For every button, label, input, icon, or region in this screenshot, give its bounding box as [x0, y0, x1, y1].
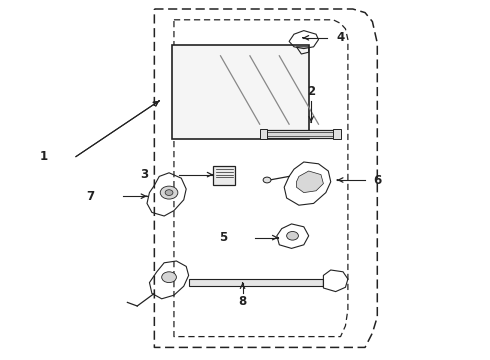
Bar — [333, 129, 341, 139]
Bar — [213, 166, 235, 185]
Circle shape — [287, 231, 298, 240]
Text: 6: 6 — [373, 174, 381, 186]
Text: 1: 1 — [40, 150, 48, 163]
Circle shape — [263, 177, 271, 183]
Circle shape — [165, 190, 173, 195]
Bar — [189, 279, 323, 286]
Text: 2: 2 — [307, 85, 315, 98]
Polygon shape — [296, 171, 323, 193]
Bar — [260, 129, 267, 139]
Polygon shape — [172, 45, 309, 139]
Circle shape — [160, 186, 178, 199]
Text: 5: 5 — [219, 231, 227, 244]
Circle shape — [162, 272, 176, 283]
Bar — [262, 130, 338, 138]
Text: 3: 3 — [141, 168, 148, 181]
Bar — [267, 132, 333, 136]
Text: 7: 7 — [87, 190, 95, 203]
Text: 4: 4 — [337, 31, 344, 44]
Text: 8: 8 — [239, 295, 246, 308]
